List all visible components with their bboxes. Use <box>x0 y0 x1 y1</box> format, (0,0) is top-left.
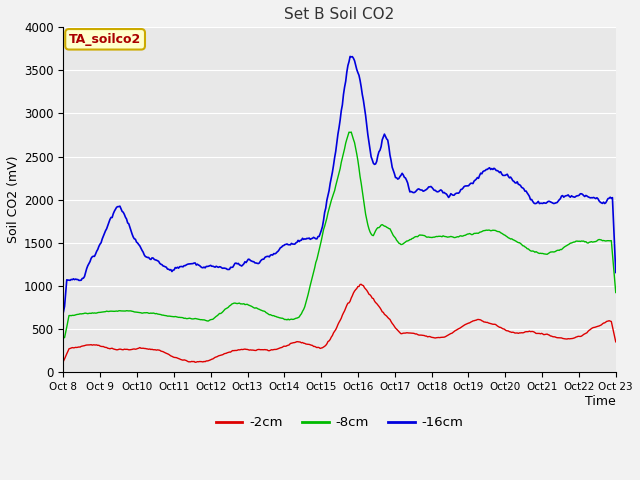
Y-axis label: Soil CO2 (mV): Soil CO2 (mV) <box>7 156 20 243</box>
Title: Set B Soil CO2: Set B Soil CO2 <box>284 7 395 22</box>
Text: TA_soilco2: TA_soilco2 <box>69 33 141 46</box>
Legend: -2cm, -8cm, -16cm: -2cm, -8cm, -16cm <box>211 411 468 434</box>
X-axis label: Time: Time <box>585 395 616 408</box>
